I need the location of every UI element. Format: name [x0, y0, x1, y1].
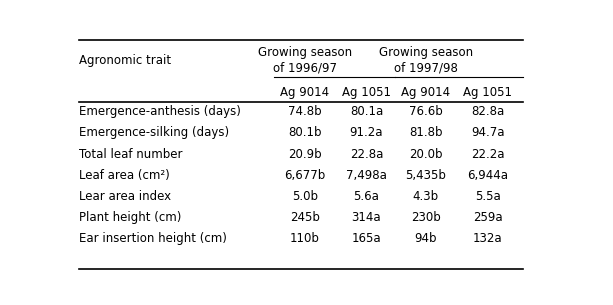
Text: 80.1a: 80.1a [350, 105, 383, 118]
Text: 259a: 259a [473, 211, 503, 224]
Text: 4.3b: 4.3b [413, 190, 439, 203]
Text: 5,435b: 5,435b [405, 169, 446, 182]
Text: 6,677b: 6,677b [284, 169, 326, 182]
Text: 94b: 94b [414, 232, 437, 245]
Text: 132a: 132a [473, 232, 503, 245]
Text: Ear insertion height (cm): Ear insertion height (cm) [79, 232, 227, 245]
Text: 74.8b: 74.8b [288, 105, 321, 118]
Text: 7,498a: 7,498a [346, 169, 387, 182]
Text: Growing season
of 1996/97: Growing season of 1996/97 [257, 46, 352, 74]
Text: Ag 9014: Ag 9014 [402, 86, 451, 99]
Text: Emergence-silking (days): Emergence-silking (days) [79, 126, 229, 139]
Text: 81.8b: 81.8b [409, 126, 443, 139]
Text: 314a: 314a [352, 211, 381, 224]
Text: Ag 1051: Ag 1051 [463, 86, 512, 99]
Text: 5.5a: 5.5a [474, 190, 500, 203]
Text: Ag 9014: Ag 9014 [280, 86, 329, 99]
Text: 245b: 245b [290, 211, 319, 224]
Text: 5.6a: 5.6a [354, 190, 379, 203]
Text: 76.6b: 76.6b [409, 105, 443, 118]
Text: 22.2a: 22.2a [471, 148, 504, 160]
Text: Ag 1051: Ag 1051 [342, 86, 391, 99]
Text: 5.0b: 5.0b [292, 190, 318, 203]
Text: 80.1b: 80.1b [288, 126, 321, 139]
Text: Plant height (cm): Plant height (cm) [79, 211, 181, 224]
Text: 230b: 230b [411, 211, 441, 224]
Text: Total leaf number: Total leaf number [79, 148, 183, 160]
Text: Growing season
of 1997/98: Growing season of 1997/98 [379, 46, 473, 74]
Text: 20.9b: 20.9b [288, 148, 321, 160]
Text: Leaf area (cm²): Leaf area (cm²) [79, 169, 170, 182]
Text: Lear area index: Lear area index [79, 190, 171, 203]
Text: 165a: 165a [352, 232, 381, 245]
Text: 82.8a: 82.8a [471, 105, 504, 118]
Text: 91.2a: 91.2a [349, 126, 383, 139]
Text: 22.8a: 22.8a [350, 148, 383, 160]
Text: 110b: 110b [290, 232, 319, 245]
Text: 94.7a: 94.7a [471, 126, 504, 139]
Text: Agronomic trait: Agronomic trait [79, 54, 171, 66]
Text: 20.0b: 20.0b [409, 148, 443, 160]
Text: 6,944a: 6,944a [467, 169, 508, 182]
Text: Emergence-anthesis (days): Emergence-anthesis (days) [79, 105, 241, 118]
